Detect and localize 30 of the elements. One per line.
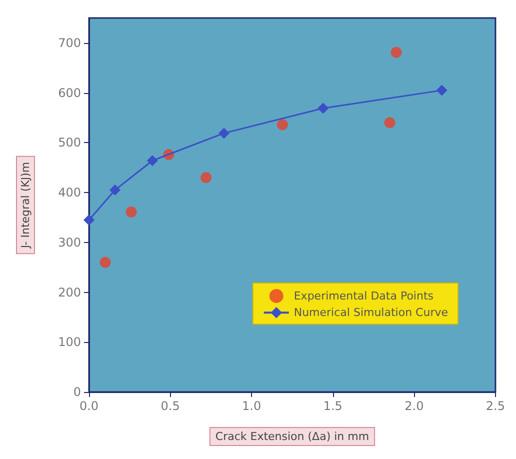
y-tick-label: 400 bbox=[58, 186, 81, 200]
point bbox=[84, 214, 94, 226]
y-tick-label: 200 bbox=[58, 285, 81, 300]
x-tick-label: 1.5 bbox=[323, 399, 342, 413]
y-tick-label: 100 bbox=[58, 335, 81, 350]
y-tick-label: 600 bbox=[58, 86, 81, 100]
point bbox=[276, 119, 288, 130]
point bbox=[126, 206, 137, 218]
legend-label: Numerical Simulation Curve bbox=[294, 306, 448, 320]
point bbox=[100, 256, 111, 268]
point bbox=[384, 117, 396, 128]
y-tick-label: 300 bbox=[58, 235, 81, 250]
point bbox=[200, 172, 212, 184]
point bbox=[390, 46, 402, 58]
point bbox=[436, 84, 448, 96]
x-tick-label: 2.0 bbox=[404, 399, 424, 413]
y-tick-label: 500 bbox=[58, 136, 81, 150]
x-axis-title: Crack Extension (Δa) in mm bbox=[215, 430, 370, 443]
y-axis-title: J- Integral (KJ)m bbox=[19, 162, 32, 250]
x-tick-label: 0.0 bbox=[79, 399, 99, 413]
y-tick-label: 0 bbox=[73, 385, 81, 399]
x-tick-label: 1.0 bbox=[242, 399, 262, 413]
point bbox=[146, 155, 158, 166]
point bbox=[110, 184, 121, 196]
point bbox=[218, 128, 230, 139]
x-tick-label: 2.5 bbox=[486, 399, 506, 413]
y-tick-label: 700 bbox=[58, 36, 81, 50]
x-tick-label: 0.5 bbox=[160, 399, 180, 413]
legend-label: Experimental Data Points bbox=[294, 290, 434, 302]
point bbox=[318, 102, 329, 114]
